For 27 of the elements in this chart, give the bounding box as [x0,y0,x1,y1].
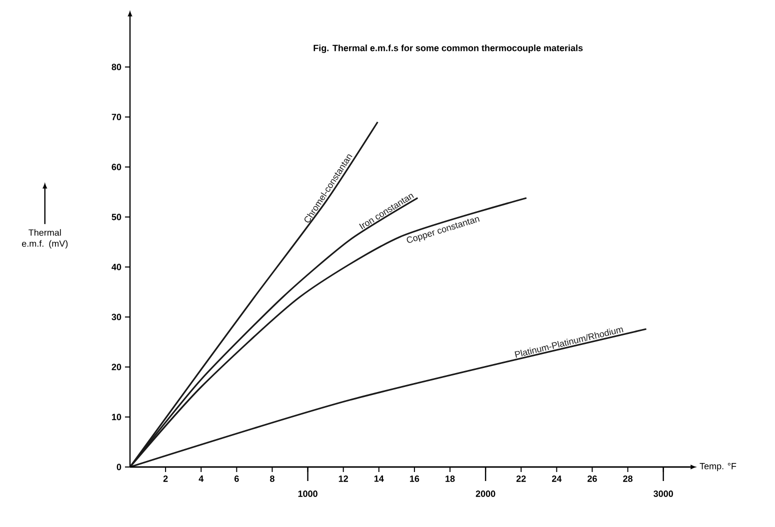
x-tick-label: 12 [338,476,348,482]
x2-tick-label: 2000 [476,490,496,497]
y-tick-label: 40 [112,264,122,270]
x-tick-label: 24 [552,476,562,482]
y-tick-label: 10 [112,414,122,420]
x-tick-label: 28 [623,476,633,482]
x-axis-title: Temp. °F [700,462,736,472]
x-tick-label: 16 [410,476,420,482]
x-tick-label: 8 [270,476,274,482]
y-tick-label: 60 [112,164,122,170]
y-tick-label: 50 [112,214,122,220]
x-tick-label: 14 [374,476,384,482]
x-tick-label: 2 [163,476,168,482]
text: Fig. Thermal e.m.f.s for some common thermocouple materials [314,44,583,54]
y-tick-label: 30 [112,314,122,320]
y-tick-label: 70 [112,114,122,120]
x2-tick-label: 1000 [298,490,318,497]
y-tick-label: 80 [112,64,122,70]
x-tick-label: 4 [198,476,204,482]
x-tick-label: 18 [446,476,455,482]
y-axis-title: Thermal e.m.f. (mV) [22,229,68,249]
y-tick-label: 20 [112,364,122,370]
x-tick-label: 6 [234,476,239,482]
x-tick-label: 22 [516,476,526,482]
x-tick-label: 26 [588,476,597,482]
x2-tick-label: 3000 [654,490,673,497]
y-tick-label: 0 [116,464,122,470]
